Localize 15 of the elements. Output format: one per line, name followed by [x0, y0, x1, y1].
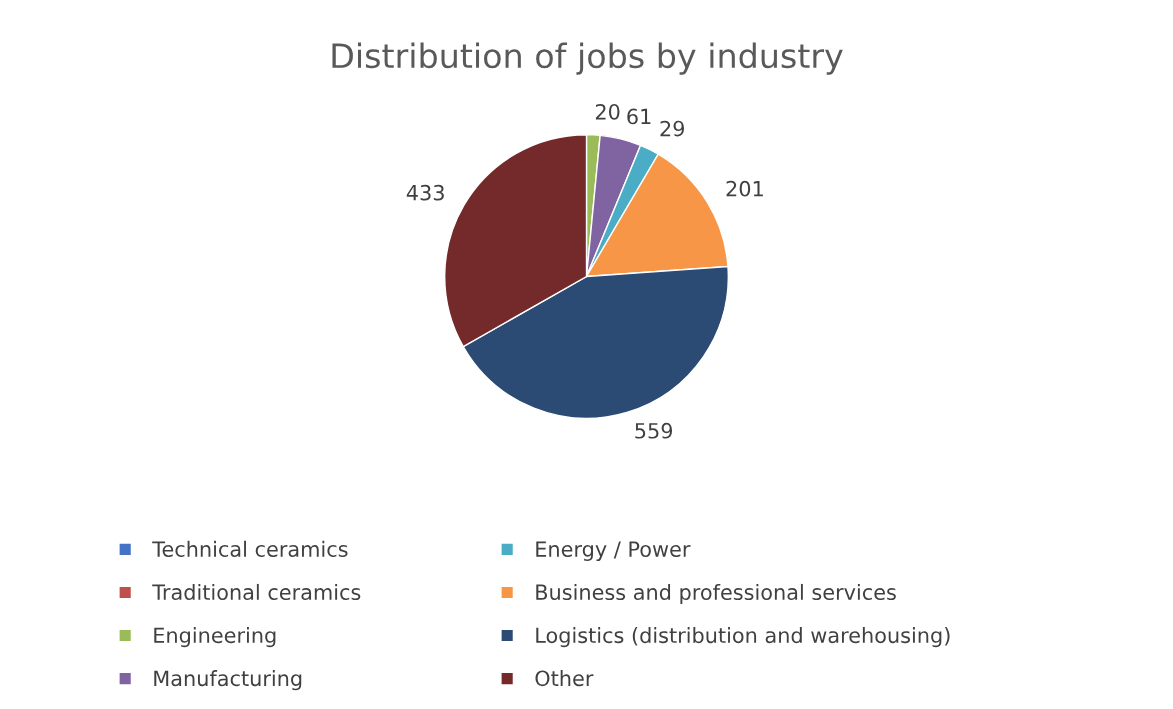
legend-label: Traditional ceramics — [152, 583, 361, 601]
data-label: 29 — [660, 120, 685, 137]
legend-label: Other — [535, 670, 594, 687]
data-label: 201 — [726, 180, 763, 197]
legend-label: Engineering — [154, 627, 276, 648]
data-label: 20 — [595, 103, 620, 120]
chart-title: Distribution of jobs by industry — [332, 42, 843, 75]
data-label: 61 — [627, 108, 651, 125]
legend-label: Logistics (distribution and warehousing) — [536, 627, 950, 648]
legend-label: Energy / Power — [536, 541, 691, 562]
legend-label: Technical ceramics — [152, 540, 348, 557]
legend-label: Manufacturing — [154, 670, 302, 691]
legend-label: Business and professional services — [536, 583, 896, 605]
data-label: 559 — [635, 422, 673, 439]
data-label: 433 — [406, 184, 444, 201]
